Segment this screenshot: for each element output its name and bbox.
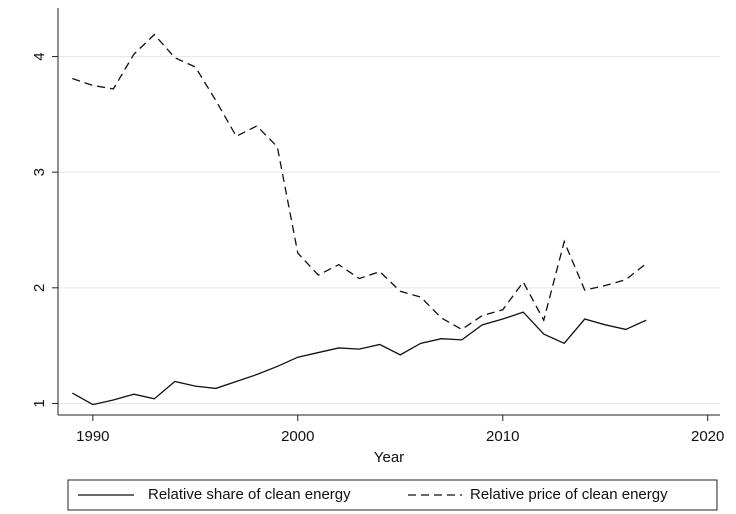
x-axis-label: Year — [374, 449, 404, 466]
y-tick-label: 3 — [31, 168, 48, 176]
legend-label: Relative share of clean energy — [148, 486, 351, 503]
x-tick-label: 2020 — [691, 428, 724, 445]
y-tick-label: 2 — [31, 284, 48, 292]
legend-box — [67, 479, 718, 511]
y-tick-label: 4 — [31, 52, 48, 60]
data-line — [72, 33, 647, 331]
data-line — [72, 311, 647, 406]
x-tick-label: 2010 — [486, 428, 519, 445]
x-tick-label: 1990 — [76, 428, 109, 445]
x-tick-label: 2000 — [281, 428, 314, 445]
legend-label: Relative price of clean energy — [470, 486, 668, 503]
y-tick-label: 1 — [31, 399, 48, 407]
